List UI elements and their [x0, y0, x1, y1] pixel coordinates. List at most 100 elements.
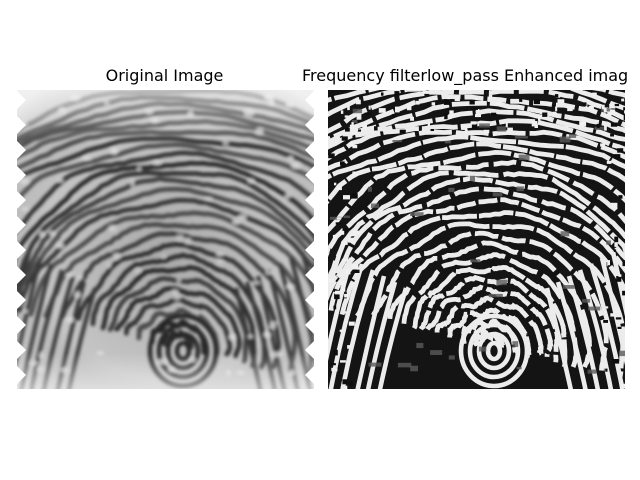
noise-speck [464, 129, 468, 132]
midtone-patch [343, 215, 350, 219]
edge-notch [305, 316, 314, 334]
midtone-patch [562, 285, 575, 289]
noise-speck [592, 92, 597, 96]
edge-notch [305, 216, 314, 234]
noise-speck [582, 102, 587, 106]
noise-speck [604, 124, 607, 131]
edge-notch [305, 116, 314, 134]
noise-speck [596, 123, 600, 128]
noise-speck [341, 136, 348, 141]
noise-speck [487, 98, 491, 102]
noise-speck [617, 326, 622, 329]
ridge-line [588, 263, 625, 389]
noise-speck [475, 114, 481, 118]
midtone-patch [559, 136, 571, 143]
ridge-line [411, 264, 568, 368]
noise-speck [519, 98, 523, 102]
noise-speck [607, 260, 610, 266]
noise-speck [613, 154, 621, 159]
noise-speck [624, 110, 625, 114]
noise-speck [615, 317, 622, 320]
noise-speck [552, 111, 557, 116]
noise-speck [339, 230, 345, 235]
noise-speck [344, 115, 349, 118]
ridge-line [387, 240, 593, 368]
noise-speck [342, 228, 348, 233]
noise-speck [335, 290, 342, 295]
ridge-line [328, 251, 343, 301]
noise-speck [342, 379, 349, 385]
midtone-patch [448, 355, 455, 360]
noise-speck [614, 103, 620, 107]
ridge-line [328, 197, 625, 311]
noise-speck [328, 278, 333, 282]
midtone-patch [444, 140, 451, 144]
noise-speck [338, 280, 346, 286]
noise-speck [381, 92, 384, 96]
edge-notch [305, 91, 314, 109]
noise-speck [444, 113, 448, 120]
noise-speck [336, 217, 342, 220]
noise-speck [491, 112, 497, 116]
noise-speck [351, 193, 358, 199]
noise-speck [340, 360, 346, 363]
noise-speck [350, 129, 358, 135]
noise-speck [331, 367, 338, 372]
ridge-line [328, 108, 625, 150]
noise-speck [406, 104, 412, 111]
noise-speck [622, 260, 625, 267]
noise-speck [339, 329, 345, 332]
noise-speck [343, 195, 350, 200]
ridge-line [328, 257, 354, 361]
midtone-patch [479, 123, 490, 128]
enhanced-ridge-group [328, 90, 625, 389]
noise-speck [600, 143, 606, 147]
ridge-line [328, 129, 625, 172]
noise-speck [399, 129, 406, 134]
midtone-patch [351, 120, 358, 123]
noise-speck [614, 242, 618, 247]
noise-speck [347, 237, 354, 243]
noise-speck [431, 102, 436, 106]
noise-speck [347, 105, 350, 111]
noise-speck [341, 241, 348, 245]
ridge-line [355, 221, 625, 378]
panel-title-original: Original Image [105, 66, 224, 85]
noise-speck [470, 121, 477, 125]
midtone-patch [496, 279, 507, 286]
original-edge-fade [17, 90, 314, 389]
midtone-patch [560, 231, 570, 237]
noise-speck [605, 368, 608, 372]
noise-speck [340, 286, 346, 292]
edge-notch [305, 191, 314, 209]
noise-speck [427, 122, 430, 126]
edge-notch [17, 341, 26, 359]
ridge-line [577, 269, 614, 389]
original-fingerprint-svg [17, 90, 314, 389]
noise-speck [499, 99, 502, 103]
midtone-patch [594, 126, 606, 130]
ridge-line [566, 275, 601, 389]
midtone-patch [416, 342, 424, 349]
ridge-line [328, 149, 625, 234]
midtone-patch [587, 369, 597, 374]
ridge-line [328, 134, 625, 180]
midtone-patch [367, 186, 372, 192]
ridge-loop [485, 340, 503, 362]
noise-speck [618, 274, 622, 277]
noise-speck [344, 293, 349, 298]
midtone-patch [371, 203, 379, 209]
noise-speck [601, 104, 605, 110]
noise-speck [352, 173, 357, 176]
noise-speck [374, 126, 378, 131]
ridge-line [599, 257, 625, 366]
edge-notch [305, 166, 314, 184]
noise-speck [483, 129, 490, 133]
noise-speck [449, 110, 454, 116]
original-border-notches [17, 91, 314, 384]
ridge-loop [458, 313, 530, 389]
noise-speck [362, 122, 367, 129]
noise-speck [471, 123, 478, 129]
noise-speck [488, 94, 493, 99]
